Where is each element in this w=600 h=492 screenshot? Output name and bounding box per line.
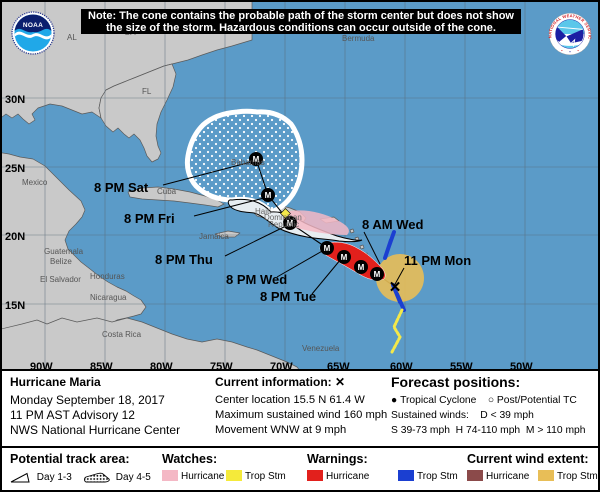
svg-text:8 PM Wed: 8 PM Wed [226,272,287,287]
svg-text:8 AM Wed: 8 AM Wed [362,217,423,232]
svg-text:15N: 15N [5,300,25,312]
svg-text:Mexico: Mexico [22,178,48,187]
svg-text:11 PM Mon: 11 PM Mon [404,253,471,268]
svg-text:AL: AL [67,33,77,42]
svg-text:M: M [374,270,381,279]
svg-text:Jamaica: Jamaica [199,232,229,241]
svg-text:90W: 90W [30,361,53,371]
svg-text:30N: 30N [5,94,25,106]
svg-text:8 PM Sat: 8 PM Sat [94,180,149,195]
svg-text:25N: 25N [5,163,25,175]
svg-text:FL: FL [142,87,152,96]
svg-text:Nicaragua: Nicaragua [90,293,127,302]
svg-text:M: M [358,263,365,272]
svg-text:Republic: Republic [268,220,299,229]
svg-text:20N: 20N [5,231,25,243]
svg-text:55W: 55W [450,361,473,371]
svg-text:Bahamas: Bahamas [231,158,265,167]
svg-text:8 PM Fri: 8 PM Fri [124,211,175,226]
svg-text:M: M [265,191,272,200]
svg-text:Honduras: Honduras [90,272,125,281]
svg-text:Bermuda: Bermuda [342,34,375,43]
svg-text:8 PM Tue: 8 PM Tue [260,289,316,304]
svg-text:NOAA: NOAA [23,22,43,29]
svg-text:Venezuela: Venezuela [302,344,340,353]
svg-text:50W: 50W [510,361,533,371]
svg-text:60W: 60W [390,361,413,371]
svg-text:Cuba: Cuba [157,187,177,196]
svg-text:85W: 85W [90,361,113,371]
svg-text:65W: 65W [327,361,350,371]
svg-text:M: M [341,253,348,262]
svg-text:M: M [324,244,331,253]
svg-text:8 PM Thu: 8 PM Thu [155,252,213,267]
svg-text:El Salvador: El Salvador [40,275,81,284]
svg-text:Guatemala: Guatemala [44,247,84,256]
svg-text:80W: 80W [150,361,173,371]
svg-text:Belize: Belize [50,257,72,266]
svg-text:✕: ✕ [389,279,402,296]
svg-text:70W: 70W [270,361,293,371]
svg-text:75W: 75W [210,361,233,371]
svg-text:Costa Rica: Costa Rica [102,330,142,339]
